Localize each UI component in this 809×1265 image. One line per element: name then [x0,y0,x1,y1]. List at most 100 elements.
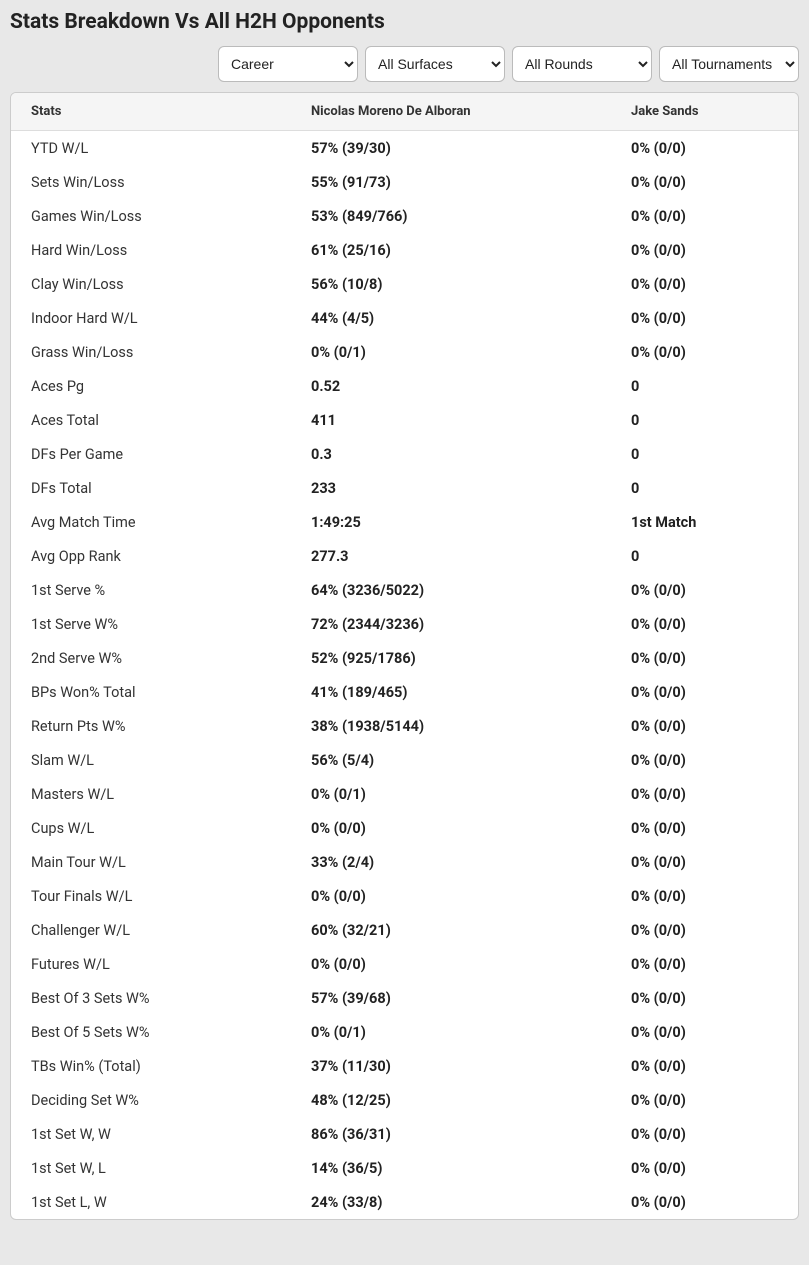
stat-p1-value: 60% (32/21) [291,913,611,947]
stat-label: Sets Win/Loss [11,165,291,199]
stat-label: DFs Per Game [11,437,291,471]
stat-p2-value: 0% (0/0) [611,811,798,845]
filter-rounds[interactable]: All Rounds [512,46,652,82]
stat-p2-value: 0% (0/0) [611,1185,798,1219]
stat-p1-value: 0% (0/1) [291,1015,611,1049]
col-header-p2: Jake Sands [611,93,798,131]
table-row: Futures W/L0% (0/0)0% (0/0) [11,947,798,981]
stat-label: Deciding Set W% [11,1083,291,1117]
col-header-stats: Stats [11,93,291,131]
stat-p1-value: 0% (0/1) [291,777,611,811]
stat-label: Games Win/Loss [11,199,291,233]
stat-p2-value: 0 [611,539,798,573]
col-header-p1: Nicolas Moreno De Alboran [291,93,611,131]
stat-p2-value: 0% (0/0) [611,1049,798,1083]
stat-p1-value: 44% (4/5) [291,301,611,335]
table-row: Tour Finals W/L0% (0/0)0% (0/0) [11,879,798,913]
table-row: Return Pts W%38% (1938/5144)0% (0/0) [11,709,798,743]
filter-career[interactable]: Career [218,46,358,82]
table-row: Clay Win/Loss56% (10/8)0% (0/0) [11,267,798,301]
table-row: Games Win/Loss53% (849/766)0% (0/0) [11,199,798,233]
stat-p2-value: 0% (0/0) [611,777,798,811]
stat-p2-value: 0% (0/0) [611,675,798,709]
stat-p2-value: 0% (0/0) [611,267,798,301]
stat-p1-value: 1:49:25 [291,505,611,539]
stat-label: 1st Set L, W [11,1185,291,1219]
table-row: 2nd Serve W%52% (925/1786)0% (0/0) [11,641,798,675]
stat-label: Indoor Hard W/L [11,301,291,335]
table-row: Grass Win/Loss0% (0/1)0% (0/0) [11,335,798,369]
stat-p2-value: 0% (0/0) [611,879,798,913]
stat-label: DFs Total [11,471,291,505]
stat-p1-value: 277.3 [291,539,611,573]
stat-label: 1st Serve W% [11,607,291,641]
table-row: Slam W/L56% (5/4)0% (0/0) [11,743,798,777]
stat-label: Slam W/L [11,743,291,777]
stat-p2-value: 0% (0/0) [611,1015,798,1049]
table-row: 1st Set W, W86% (36/31)0% (0/0) [11,1117,798,1151]
table-row: Challenger W/L60% (32/21)0% (0/0) [11,913,798,947]
stat-p2-value: 0% (0/0) [611,1083,798,1117]
stat-p1-value: 24% (33/8) [291,1185,611,1219]
filter-bar: Career All Surfaces All Rounds All Tourn… [10,46,799,82]
table-row: Cups W/L0% (0/0)0% (0/0) [11,811,798,845]
stat-p1-value: 411 [291,403,611,437]
stats-table: Stats Nicolas Moreno De Alboran Jake San… [11,93,798,1219]
table-row: Deciding Set W%48% (12/25)0% (0/0) [11,1083,798,1117]
table-header-row: Stats Nicolas Moreno De Alboran Jake San… [11,93,798,131]
stat-p1-value: 57% (39/30) [291,131,611,166]
stat-p1-value: 38% (1938/5144) [291,709,611,743]
stat-p2-value: 0% (0/0) [611,199,798,233]
stat-p1-value: 0% (0/1) [291,335,611,369]
stat-p2-value: 0% (0/0) [611,981,798,1015]
stat-p2-value: 0% (0/0) [611,913,798,947]
table-row: Aces Pg0.520 [11,369,798,403]
filter-surface[interactable]: All Surfaces [365,46,505,82]
table-row: DFs Total2330 [11,471,798,505]
stat-label: Clay Win/Loss [11,267,291,301]
stat-p1-value: 53% (849/766) [291,199,611,233]
stat-p1-value: 0.52 [291,369,611,403]
stat-label: TBs Win% (Total) [11,1049,291,1083]
stat-p2-value: 0 [611,369,798,403]
table-row: Masters W/L0% (0/1)0% (0/0) [11,777,798,811]
stat-label: BPs Won% Total [11,675,291,709]
stat-p1-value: 57% (39/68) [291,981,611,1015]
stat-p2-value: 1st Match [611,505,798,539]
page-title: Stats Breakdown Vs All H2H Opponents [10,10,799,34]
stat-label: Return Pts W% [11,709,291,743]
stat-label: 2nd Serve W% [11,641,291,675]
stat-p2-value: 0% (0/0) [611,131,798,166]
stat-p1-value: 72% (2344/3236) [291,607,611,641]
stat-p2-value: 0% (0/0) [611,641,798,675]
stat-p1-value: 0% (0/0) [291,879,611,913]
stat-label: Aces Pg [11,369,291,403]
stat-label: Challenger W/L [11,913,291,947]
stat-label: 1st Set W, W [11,1117,291,1151]
table-row: DFs Per Game0.30 [11,437,798,471]
stat-p1-value: 56% (10/8) [291,267,611,301]
stat-p1-value: 48% (12/25) [291,1083,611,1117]
stat-label: Hard Win/Loss [11,233,291,267]
stat-p1-value: 14% (36/5) [291,1151,611,1185]
table-row: Avg Match Time1:49:251st Match [11,505,798,539]
stat-p1-value: 37% (11/30) [291,1049,611,1083]
stat-label: Tour Finals W/L [11,879,291,913]
stat-p1-value: 41% (189/465) [291,675,611,709]
stat-p2-value: 0% (0/0) [611,1117,798,1151]
stat-p1-value: 0% (0/0) [291,947,611,981]
stat-label: Best Of 5 Sets W% [11,1015,291,1049]
table-row: Indoor Hard W/L44% (4/5)0% (0/0) [11,301,798,335]
stat-p2-value: 0% (0/0) [611,233,798,267]
stat-p2-value: 0% (0/0) [611,947,798,981]
table-row: Best Of 5 Sets W%0% (0/1)0% (0/0) [11,1015,798,1049]
table-row: Hard Win/Loss61% (25/16)0% (0/0) [11,233,798,267]
stat-p2-value: 0% (0/0) [611,335,798,369]
stat-label: Masters W/L [11,777,291,811]
filter-tournaments[interactable]: All Tournaments [659,46,799,82]
table-row: Best Of 3 Sets W%57% (39/68)0% (0/0) [11,981,798,1015]
stat-p2-value: 0% (0/0) [611,607,798,641]
table-row: BPs Won% Total41% (189/465)0% (0/0) [11,675,798,709]
table-row: 1st Set L, W24% (33/8)0% (0/0) [11,1185,798,1219]
stat-p2-value: 0% (0/0) [611,845,798,879]
